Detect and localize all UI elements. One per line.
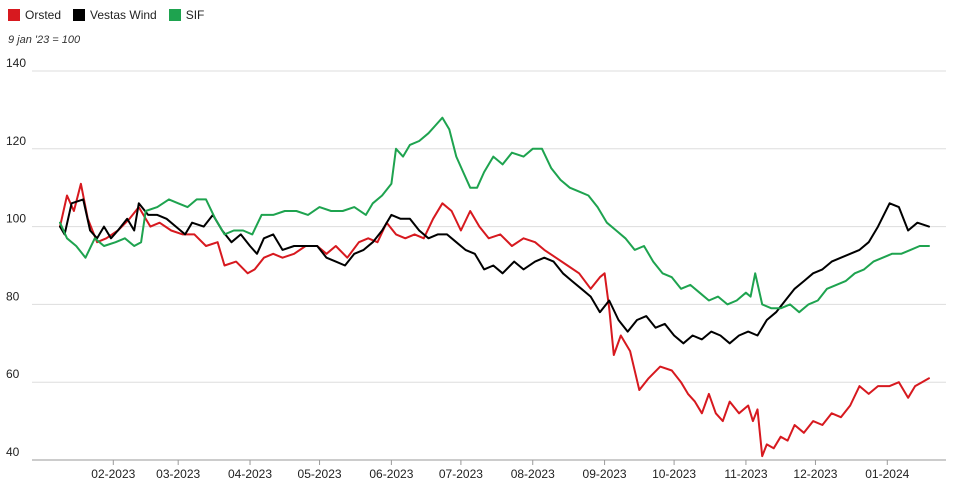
chart-legend: Orsted Vestas Wind SIF: [8, 6, 216, 24]
legend-swatch-sif: [168, 9, 181, 21]
x-tick-label-08-2023: 08-2023: [511, 467, 555, 481]
y-tick-label-140: 140: [6, 56, 26, 70]
y-tick-label-40: 40: [6, 445, 20, 459]
legend-swatch-orsted: [8, 9, 20, 21]
x-tick-label-06-2023: 06-2023: [369, 467, 413, 481]
x-tick-label-02-2023: 02-2023: [91, 467, 135, 481]
x-tick-label-10-2023: 10-2023: [652, 467, 696, 481]
x-tick-label-11-2023: 11-2023: [724, 467, 767, 481]
legend-item-sif: SIF: [168, 8, 205, 22]
series-line-sif: [59, 116, 930, 314]
y-tick-label-120: 120: [6, 134, 26, 148]
legend-label-vestas: Vestas Wind: [90, 8, 157, 22]
chart-subtitle: 9 jan '23 = 100: [8, 34, 81, 46]
x-tick-label-07-2023: 07-2023: [439, 467, 483, 481]
y-tick-label-80: 80: [6, 289, 20, 303]
series-line-orsted: [59, 182, 930, 458]
legend-item-vestas: Vestas Wind: [73, 8, 157, 22]
x-tick-label-12-2023: 12-2023: [793, 467, 837, 481]
x-tick-label-01-2024: 01-2024: [865, 467, 909, 481]
legend-swatch-vestas: [73, 9, 86, 21]
x-tick-label-09-2023: 09-2023: [583, 467, 627, 481]
x-tick-label-05-2023: 05-2023: [298, 467, 342, 481]
legend-label-orsted: Orsted: [25, 8, 62, 22]
legend-item-orsted: Orsted: [8, 8, 61, 22]
y-tick-label-60: 60: [6, 367, 20, 381]
y-tick-label-100: 100: [6, 212, 26, 226]
x-tick-label-04-2023: 04-2023: [228, 467, 272, 481]
legend-label-sif: SIF: [185, 8, 205, 22]
series-line-vestas-wind: [59, 198, 930, 345]
x-tick-label-03-2023: 03-2023: [156, 467, 200, 481]
